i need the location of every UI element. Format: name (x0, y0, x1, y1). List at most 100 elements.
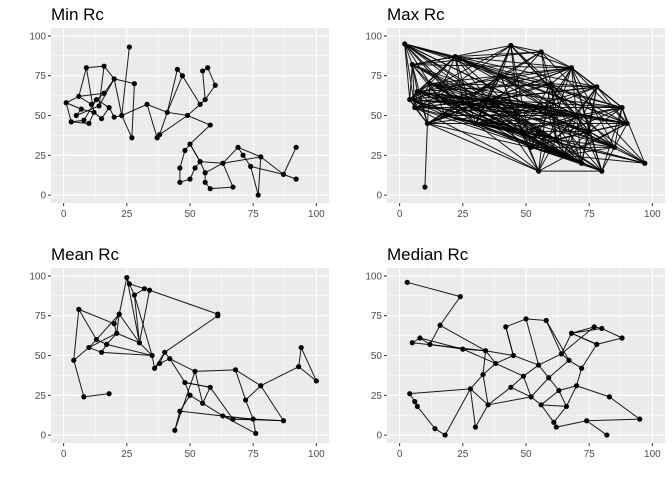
network-edge (588, 86, 598, 132)
network-edge (245, 385, 262, 401)
network-node (642, 160, 648, 166)
network-edge (596, 86, 628, 124)
x-tick-label: 100 (644, 209, 661, 220)
network-edge (513, 355, 539, 366)
network-edge (510, 45, 542, 53)
network-edge (530, 107, 547, 148)
network-edge (462, 102, 565, 156)
network-node (202, 170, 208, 176)
network-node (157, 131, 163, 138)
network-edge (563, 146, 615, 156)
network-edge (614, 123, 628, 148)
network-node (568, 330, 575, 336)
network-edge (65, 102, 72, 122)
network-node (442, 112, 448, 119)
network-node (624, 120, 630, 127)
network-node (437, 322, 443, 328)
network-edge (556, 420, 587, 428)
network-edge (523, 364, 539, 377)
network-edge (570, 67, 578, 116)
chart-panel-4: Median Rc 0 25 50 75 100 0 25 50 75 100 (365, 245, 665, 460)
network-edge (439, 296, 461, 326)
network-edge (601, 147, 615, 172)
network-edge (121, 103, 148, 116)
network-node (126, 281, 132, 287)
network-node (192, 165, 198, 171)
network-node (619, 104, 625, 111)
network-edge (179, 395, 191, 412)
network-node (119, 112, 125, 119)
network-edge (563, 131, 590, 156)
network-node (498, 73, 504, 79)
network-edge (589, 122, 628, 132)
network-node (71, 357, 77, 363)
network-edge (510, 386, 532, 398)
y-tick-label: 25 (371, 391, 383, 402)
network-node (434, 93, 441, 100)
network-edge (187, 103, 201, 116)
network-edge (412, 45, 511, 66)
network-edge (189, 143, 201, 162)
network-edge (73, 309, 80, 361)
network-edge (609, 396, 641, 420)
y-tick-label: 75 (371, 71, 383, 82)
network-node (202, 179, 208, 185)
network-node (116, 311, 122, 317)
x-tick-label: 50 (520, 449, 532, 460)
network-node (68, 119, 74, 125)
network-node (566, 357, 572, 363)
network-edge (520, 83, 552, 132)
network-node (414, 403, 420, 410)
network-node (573, 383, 580, 389)
network-edge (545, 107, 583, 164)
network-node (528, 394, 534, 400)
network-node (460, 100, 466, 106)
y-tick-label: 0 (376, 431, 382, 442)
network-edge (78, 308, 115, 325)
network-node (111, 114, 117, 120)
network-edge (437, 96, 446, 116)
network-edge (407, 281, 461, 298)
network-node (172, 427, 178, 433)
network-edge (83, 393, 110, 398)
network-node (404, 279, 410, 285)
network-edge (487, 99, 522, 132)
network-node (606, 394, 613, 400)
y-tick-label: 100 (365, 31, 382, 42)
network-edge (563, 154, 645, 164)
network-edge (222, 163, 234, 188)
network-node (131, 81, 137, 87)
network-edge (73, 347, 90, 361)
network-node (152, 365, 158, 371)
x-tick-label: 75 (584, 449, 596, 460)
network-node (93, 96, 100, 103)
network-edge (166, 69, 178, 113)
y-tick-label: 25 (371, 151, 383, 162)
x-tick-label: 0 (397, 209, 403, 220)
network-edge (586, 420, 608, 436)
network-node (412, 399, 418, 405)
network-edge (454, 56, 476, 124)
network-edge (181, 75, 201, 105)
network-node (76, 306, 82, 312)
network-node (538, 49, 544, 55)
network-edge (500, 75, 552, 85)
network-node (88, 101, 95, 107)
network-edge (409, 75, 501, 101)
network-edge (98, 66, 105, 107)
network-edge (475, 123, 539, 172)
y-tick-label: 25 (35, 391, 47, 402)
network-edge (444, 388, 471, 436)
network-edge (576, 115, 603, 172)
network-edge (114, 78, 135, 85)
network-node (604, 432, 610, 438)
network-edge (429, 83, 557, 140)
network-edge (510, 45, 522, 132)
network-node (442, 432, 448, 438)
network-edge (166, 75, 183, 113)
network-node (146, 287, 153, 293)
network-node (543, 104, 549, 111)
network-edge (500, 75, 577, 116)
network-node (243, 397, 249, 403)
network-edge (576, 86, 598, 116)
